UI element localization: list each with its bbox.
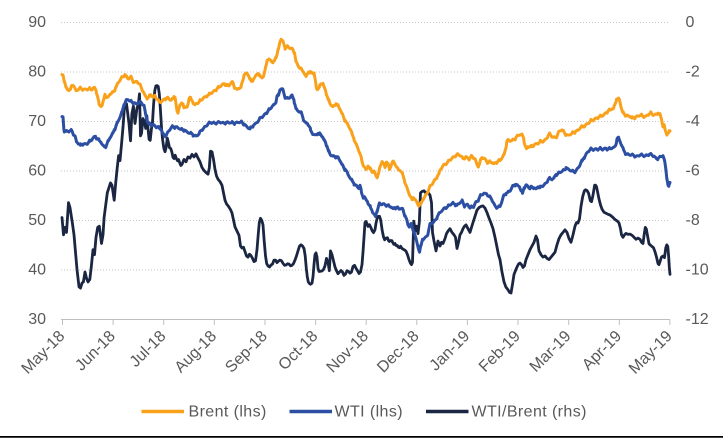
svg-text:60: 60 bbox=[28, 163, 46, 180]
svg-text:WTI (lhs): WTI (lhs) bbox=[335, 404, 403, 421]
svg-text:-10: -10 bbox=[686, 262, 709, 279]
svg-text:80: 80 bbox=[28, 64, 46, 81]
svg-text:-12: -12 bbox=[686, 311, 709, 328]
svg-text:-8: -8 bbox=[686, 212, 700, 229]
svg-text:Brent (lhs): Brent (lhs) bbox=[189, 404, 267, 421]
svg-text:90: 90 bbox=[28, 14, 46, 31]
svg-text:WTI/Brent (rhs): WTI/Brent (rhs) bbox=[472, 404, 587, 421]
svg-text:0: 0 bbox=[686, 14, 695, 31]
svg-text:-2: -2 bbox=[686, 64, 700, 81]
svg-text:70: 70 bbox=[28, 113, 46, 130]
svg-text:-4: -4 bbox=[686, 113, 700, 130]
svg-text:30: 30 bbox=[28, 311, 46, 328]
svg-text:-6: -6 bbox=[686, 163, 700, 180]
svg-text:50: 50 bbox=[28, 212, 46, 229]
svg-text:40: 40 bbox=[28, 262, 46, 279]
